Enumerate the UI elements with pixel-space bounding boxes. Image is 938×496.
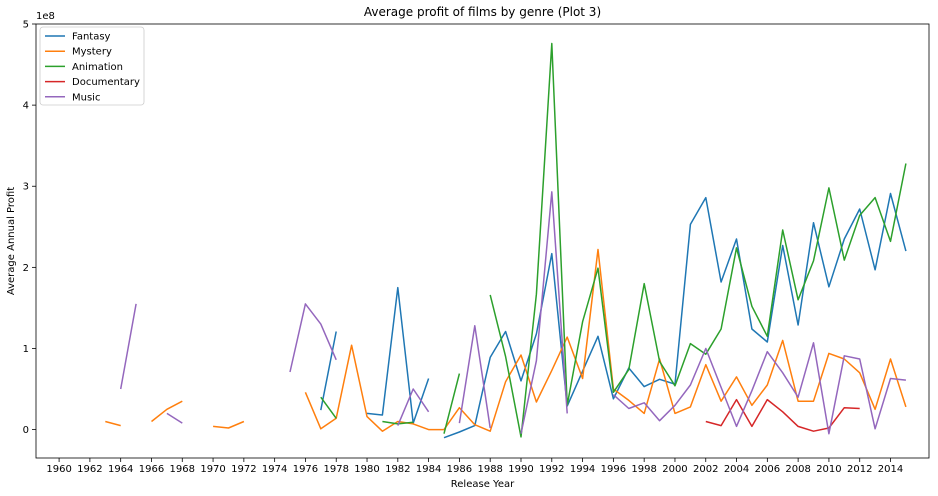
x-tick-label: 1966 xyxy=(139,464,164,475)
x-tick-label: 1960 xyxy=(46,464,71,475)
x-tick-label: 1964 xyxy=(108,464,133,475)
legend: Fantasy Mystery Animation Documentary Music xyxy=(39,26,145,106)
x-tick-label: 1996 xyxy=(601,464,626,475)
series-lines xyxy=(105,42,907,439)
legend-label-fantasy: Fantasy xyxy=(72,32,111,43)
x-tick-label: 1998 xyxy=(631,464,656,475)
x-axis-ticks: 1960 1962 1964 1966 1968 1970 1972 1974 1976 1978… xyxy=(46,458,903,475)
legend-label-animation: Animation xyxy=(72,62,123,73)
x-tick-label: 1974 xyxy=(262,464,287,475)
x-tick-label: 1986 xyxy=(447,464,472,475)
series-line-mystery xyxy=(105,248,907,432)
y-tick-label: 0 xyxy=(23,425,29,436)
x-tick-label: 1980 xyxy=(354,464,379,475)
y-axis-label: Average Annual Profit xyxy=(6,187,17,295)
y-tick-label: 3 xyxy=(23,182,29,193)
x-tick-label: 2002 xyxy=(693,464,718,475)
legend-label-documentary: Documentary xyxy=(72,77,140,88)
legend-items: Fantasy Mystery Animation Documentary Music xyxy=(45,32,140,103)
y-tick-label: 2 xyxy=(23,263,29,274)
plot-area-frame xyxy=(35,23,930,459)
x-tick-label: 1982 xyxy=(385,464,410,475)
x-tick-label: 1994 xyxy=(570,464,595,475)
x-tick-label: 2008 xyxy=(785,464,810,475)
x-tick-label: 2010 xyxy=(816,464,841,475)
legend-label-music: Music xyxy=(72,92,100,103)
x-tick-label: 1972 xyxy=(231,464,256,475)
chart-title: Average profit of films by genre (Plot 3… xyxy=(364,5,601,19)
y-tick-label: 5 xyxy=(23,20,29,31)
x-tick-label: 2014 xyxy=(878,464,903,475)
x-tick-label: 1968 xyxy=(170,464,195,475)
legend-box xyxy=(39,26,145,106)
series-line-documentary xyxy=(705,398,860,432)
y-axis-multiplier: 1e8 xyxy=(36,11,55,22)
x-tick-label: 1988 xyxy=(477,464,502,475)
x-tick-label: 1962 xyxy=(77,464,102,475)
x-tick-label: 1978 xyxy=(324,464,349,475)
x-axis-label: Release Year xyxy=(451,479,515,490)
x-tick-label: 1970 xyxy=(200,464,225,475)
series-line-music xyxy=(119,191,906,435)
x-tick-label: 1990 xyxy=(508,464,533,475)
x-tick-label: 2004 xyxy=(724,464,749,475)
x-tick-label: 1984 xyxy=(416,464,441,475)
x-tick-label: 2000 xyxy=(662,464,687,475)
x-tick-label: 2012 xyxy=(847,464,872,475)
x-tick-label: 2006 xyxy=(755,464,780,475)
legend-label-mystery: Mystery xyxy=(72,47,112,58)
x-tick-label: 1992 xyxy=(539,464,564,475)
x-tick-label: 1976 xyxy=(293,464,318,475)
y-tick-label: 4 xyxy=(23,101,29,112)
y-axis-ticks: 0 1 2 3 4 5 xyxy=(23,20,36,436)
y-tick-label: 1 xyxy=(23,344,29,355)
